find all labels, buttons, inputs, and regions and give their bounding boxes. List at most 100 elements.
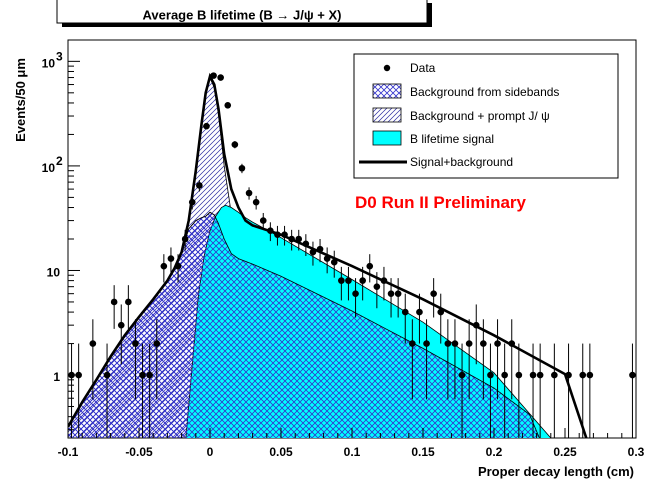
legend-label-signal: B lifetime signal [410, 132, 494, 146]
data-point [480, 340, 487, 347]
data-point [267, 227, 274, 235]
y-tick-label: 10 [42, 56, 56, 70]
x-axis-label: Proper decay length (cm) [478, 464, 634, 479]
data-point [139, 371, 146, 379]
data-point [245, 189, 253, 197]
data-point [416, 308, 423, 316]
y-tick-label: 10 [47, 265, 61, 279]
data-point [259, 217, 267, 224]
data-point [160, 262, 168, 270]
data-point [487, 371, 494, 379]
data-point [515, 371, 523, 379]
x-tick-label: -0.1 [58, 445, 79, 459]
fit-curve [68, 72, 588, 438]
data-point [472, 321, 480, 329]
data-point [231, 141, 239, 148]
data-point [188, 198, 196, 206]
x-tick-label: 0.15 [411, 445, 435, 459]
data-point [586, 371, 594, 379]
legend-sidebands-swatch [372, 83, 402, 99]
data-point [380, 277, 388, 284]
data-point [274, 231, 281, 238]
data-point [338, 277, 345, 284]
data-point [423, 340, 430, 347]
legend-label-fit: Signal+background [410, 155, 513, 169]
data-point [394, 290, 402, 297]
data-point [345, 277, 352, 284]
legend-prompt-swatch [372, 107, 402, 123]
data-point [281, 231, 288, 238]
data-point [359, 277, 366, 284]
data-point [373, 283, 381, 290]
data-point [89, 340, 97, 347]
data-point [536, 371, 544, 379]
y-tick-exponent: 3 [56, 49, 63, 63]
data-point [352, 290, 359, 297]
y-tick-exponent: 2 [56, 154, 63, 168]
data-point [288, 235, 295, 243]
data-point [366, 262, 374, 270]
chart-title: Average B lifetime (B → J/ψ + X) [143, 7, 342, 22]
data-point [196, 182, 203, 189]
data-point [387, 290, 395, 297]
data-point [217, 74, 224, 81]
data-point [174, 262, 182, 270]
legend-label-data: Data [410, 61, 436, 75]
data-point [125, 298, 132, 306]
preliminary-annotation: D0 Run II Preliminary [355, 193, 527, 212]
x-tick-label: 0.2 [486, 445, 503, 459]
chart-title-box: Average B lifetime (B → J/ψ + X) [56, 0, 432, 27]
data-point [458, 371, 466, 379]
x-tick-label: 0.25 [553, 445, 577, 459]
data-point [409, 340, 416, 347]
data-point [309, 248, 317, 256]
data-point [444, 340, 452, 347]
legend-label-prompt: Background + prompt J/ ψ [410, 109, 550, 123]
y-axis-label: Events/50 μm [13, 58, 28, 142]
data-point [330, 258, 338, 266]
x-tick-label: 0.05 [269, 445, 293, 459]
data-point [103, 371, 111, 379]
data-point [210, 72, 217, 79]
legend-signal-swatch [372, 130, 402, 146]
data-point [508, 340, 516, 347]
plot-area [68, 72, 636, 438]
x-tick-label: -0.05 [125, 445, 153, 459]
data-point [224, 101, 232, 109]
data-point [295, 235, 303, 243]
data-point [529, 371, 537, 379]
data-point [465, 340, 473, 347]
data-point [579, 371, 587, 379]
legend-label-sidebands: Background from sidebands [410, 85, 559, 99]
data-point [501, 371, 508, 379]
x-tick-label: 0.3 [628, 445, 645, 459]
data-point [451, 340, 459, 347]
data-point [153, 340, 161, 347]
data-point [629, 371, 636, 379]
data-point [565, 371, 572, 379]
y-tick-label: 10 [42, 161, 56, 175]
data-point [203, 122, 210, 130]
data-point [494, 340, 501, 347]
data-point [302, 240, 310, 248]
data-point [110, 298, 118, 306]
data-point [252, 198, 260, 206]
data-point [181, 235, 189, 243]
x-tick-label: 0 [207, 445, 214, 459]
data-point [238, 164, 246, 172]
data-point [323, 255, 331, 262]
data-point [146, 371, 153, 379]
data-point [132, 340, 139, 347]
data-point [401, 308, 409, 316]
legend: Data Background from sidebands Backgroun… [353, 53, 619, 179]
data-point [430, 290, 437, 297]
data-point [551, 371, 558, 379]
data-point [167, 255, 175, 262]
data-point [117, 321, 125, 329]
y-tick-label: 1 [53, 370, 60, 384]
data-point [316, 245, 324, 253]
data-point [437, 308, 445, 316]
x-tick-label: 0.1 [344, 445, 361, 459]
